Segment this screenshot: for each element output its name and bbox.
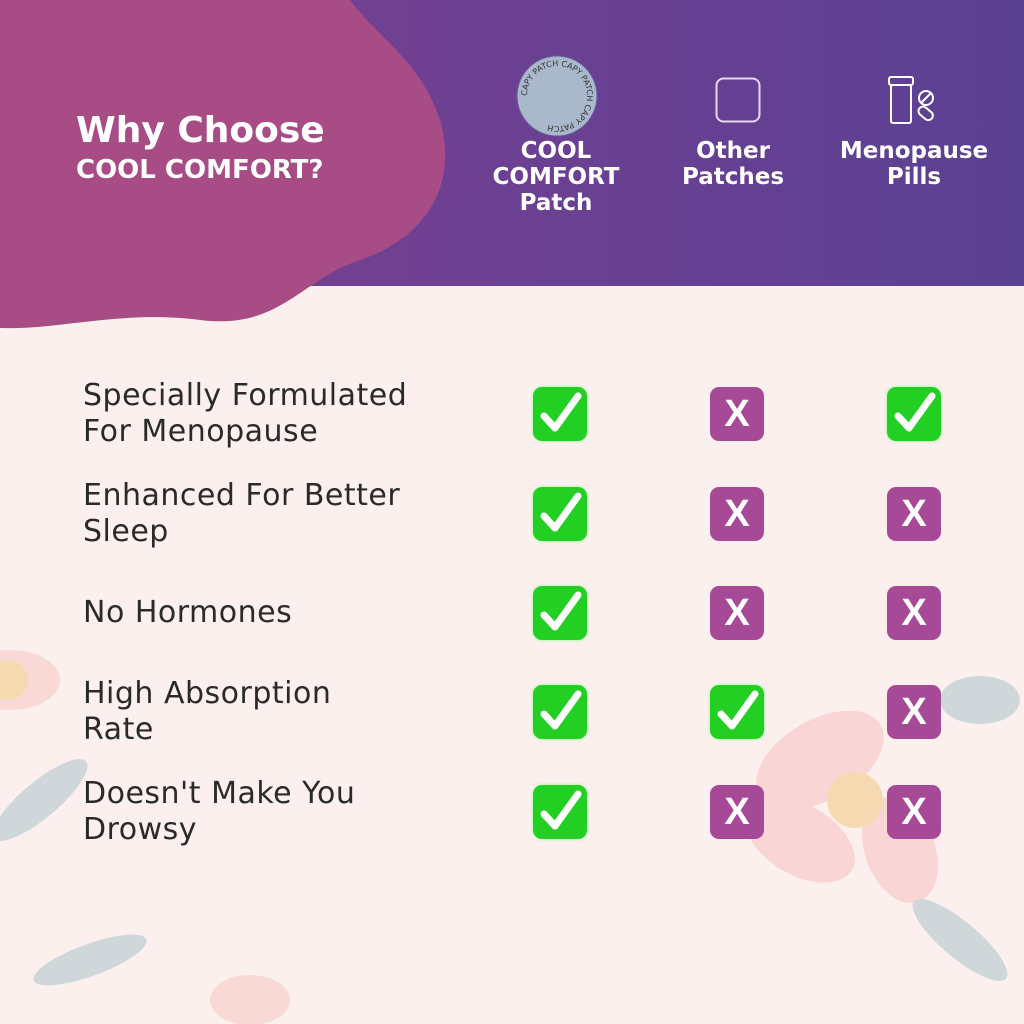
check-icon: [533, 785, 587, 839]
row-label: Doesn't Make You Drowsy: [83, 776, 356, 847]
page-title: Why Choose COOL COMFORT?: [76, 110, 325, 185]
cross-icon: X: [887, 685, 941, 739]
cross-icon: X: [887, 785, 941, 839]
row-label: No Hormones: [83, 595, 293, 630]
check-icon: [533, 387, 587, 441]
check-icon: [533, 685, 587, 739]
row-label: High Absorption Rate: [83, 676, 332, 747]
cross-icon: X: [887, 586, 941, 640]
cross-icon: X: [710, 387, 764, 441]
check-icon: [533, 487, 587, 541]
cross-icon: X: [887, 487, 941, 541]
cross-icon: X: [710, 586, 764, 640]
check-icon: [710, 685, 764, 739]
title-blob: [0, 0, 446, 329]
patch-disc-icon: CAPY PATCH CAPY PATCH CAPY PATCH: [516, 55, 598, 137]
column-header-menopause-pills: Menopause Pills: [839, 138, 989, 190]
column-header-cool-comfort: COOL COMFORT Patch: [492, 138, 620, 216]
pill-bottle-icon: [888, 76, 934, 124]
check-icon: [887, 387, 941, 441]
square-patch-icon: [715, 77, 761, 123]
column-header-other-patches: Other Patches: [681, 138, 785, 190]
row-label: Enhanced For Better Sleep: [83, 478, 401, 549]
check-icon: [533, 586, 587, 640]
cross-icon: X: [710, 785, 764, 839]
row-label: Specially Formulated For Menopause: [83, 378, 408, 449]
cross-icon: X: [710, 487, 764, 541]
